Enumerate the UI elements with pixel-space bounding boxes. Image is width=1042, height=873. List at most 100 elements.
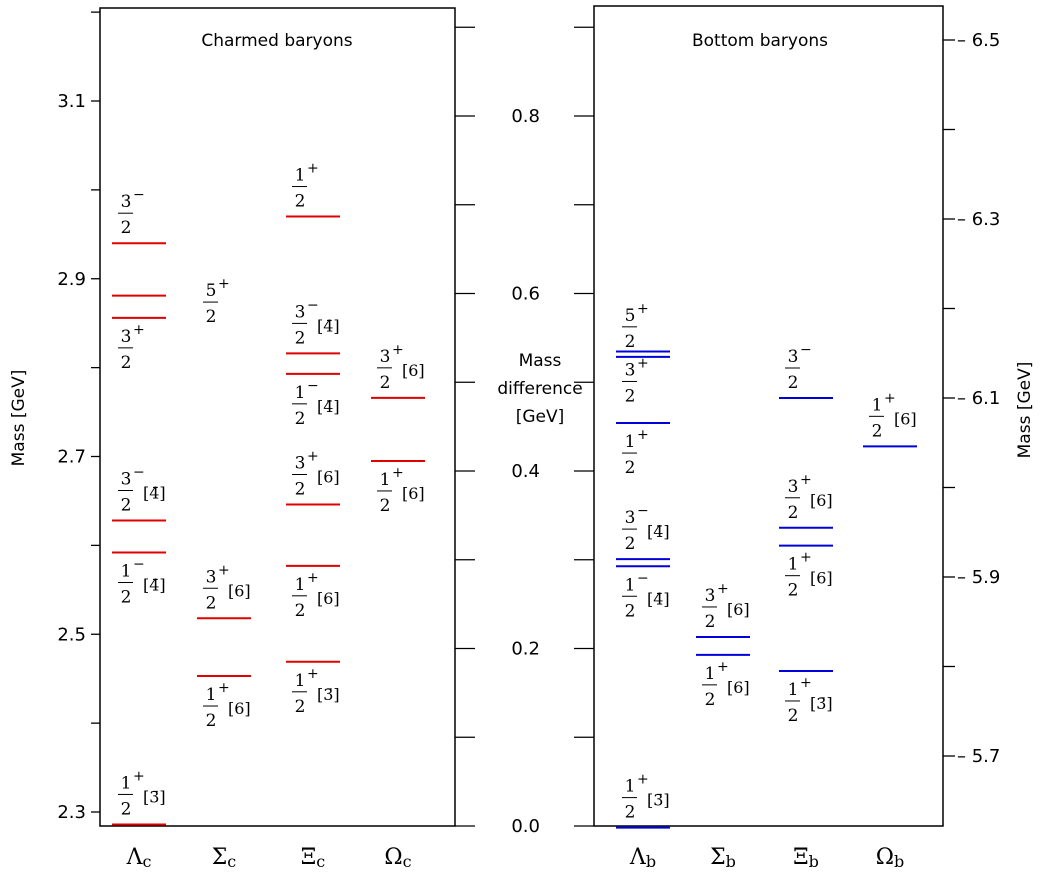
jp-parity: +: [307, 570, 319, 586]
mass-difference-axis-title-line1: Mass: [519, 351, 562, 371]
bottom-level-label: 1 +2 [6]: [869, 390, 917, 441]
jp-numerator: 1: [705, 664, 716, 684]
charmed-category-labels: Λc Σc Ξc Ωc: [126, 845, 412, 871]
flavor-representation: [6]: [894, 409, 917, 428]
jp-denominator: 2: [625, 534, 636, 554]
flavor-representation: [6]: [317, 467, 340, 486]
jp-denominator: 2: [121, 799, 132, 819]
jp-numerator: 1: [295, 383, 306, 403]
jp-numerator: 1: [121, 773, 132, 793]
jp-denominator: 2: [295, 192, 306, 212]
jp-numerator: 1: [872, 395, 883, 415]
bottom-category-label: Ωb: [876, 845, 905, 871]
jp-denominator: 2: [295, 697, 306, 717]
mass-difference-axis-title-line2: difference: [497, 379, 582, 399]
jp-parity: −: [133, 556, 145, 572]
jp-numerator: 1: [788, 680, 799, 700]
jp-parity: −: [307, 378, 319, 394]
bottom-y-tick-label: – 6.1: [957, 388, 1000, 409]
jp-denominator: 2: [625, 386, 636, 406]
flavor-representation: [4̄]: [317, 397, 340, 416]
jp-parity: +: [218, 680, 230, 696]
jp-denominator: 2: [788, 706, 799, 726]
bottom-level-label: 3 +2 [6]: [785, 472, 833, 523]
bottom-level-label: 1 +2 [6]: [785, 550, 833, 601]
bottom-right-y-axis-title: Mass [GeV]: [1015, 362, 1035, 459]
jp-numerator: 1: [206, 685, 217, 705]
jp-denominator: 2: [705, 690, 716, 710]
charmed-y-tick-label: 2.9: [57, 269, 86, 290]
charmed-y-tick-label: 2.7: [57, 447, 86, 468]
jp-parity: +: [307, 161, 319, 177]
bottom-levels: 1 +2[3̄]1 −2[4̄]3 −2[4̄]1 +25 +23 +21 +2[6]3 +2[…: [616, 301, 917, 829]
jp-parity: +: [717, 659, 729, 675]
bottom-panel-title: Bottom baryons: [692, 31, 828, 51]
jp-denominator: 2: [206, 307, 217, 327]
bottom-right-y-ticks: – 5.7 – 5.9 – 6.1 – 6.3 – 6.5: [943, 30, 1000, 767]
jp-denominator: 2: [121, 587, 132, 607]
jp-denominator: 2: [380, 373, 391, 393]
jp-numerator: 3: [121, 192, 132, 212]
jp-parity: +: [307, 448, 319, 464]
mass-difference-tick-label: 0.4: [511, 461, 540, 482]
charmed-level-label: 1 +2 [6]: [292, 570, 340, 621]
jp-parity: +: [133, 322, 145, 338]
charmed-level-label: 3 +2: [118, 322, 145, 373]
jp-denominator: 2: [625, 458, 636, 478]
charmed-level-label: 5 +2: [203, 276, 230, 327]
flavor-representation: [6]: [810, 569, 833, 588]
charmed-category-label: Λc: [126, 845, 152, 871]
jp-numerator: 3: [625, 360, 636, 380]
charmed-category-label: Σc: [212, 845, 237, 871]
jp-numerator: 1: [625, 575, 636, 595]
jp-parity: +: [717, 581, 729, 597]
jp-numerator: 1: [380, 470, 391, 490]
jp-parity: +: [392, 465, 404, 481]
charmed-level-label: 3 +2 [6]: [292, 448, 340, 499]
charmed-y-ticks: 2.3 2.5 2.7 2.9 3.1: [57, 11, 100, 823]
jp-parity: −: [307, 297, 319, 313]
jp-numerator: 1: [121, 561, 132, 581]
charmed-level-label: 3 +2 [6]: [377, 342, 425, 393]
flavor-representation: [6]: [727, 678, 750, 697]
flavor-representation: [3̄]: [143, 787, 166, 806]
mass-difference-axis-title-line3: [GeV]: [516, 407, 565, 427]
flavor-representation: [6]: [317, 589, 340, 608]
jp-denominator: 2: [788, 581, 799, 601]
jp-denominator: 2: [206, 593, 217, 613]
charmed-levels: 1 +2[3̄]1 −2[4̄]3 −2[4̄]3 +23 −21 +2[6]3 +2[6]5…: [112, 161, 425, 826]
jp-denominator: 2: [295, 479, 306, 499]
jp-numerator: 3: [121, 327, 132, 347]
flavor-representation: [6]: [402, 361, 425, 380]
jp-numerator: 1: [625, 777, 636, 797]
jp-denominator: 2: [872, 421, 883, 441]
jp-denominator: 2: [625, 332, 636, 352]
jp-parity: +: [884, 390, 896, 406]
charmed-level-label: 3 −2 [4̄]: [118, 464, 166, 515]
charmed-level-label: 1 −2 [4̄]: [292, 378, 340, 429]
jp-denominator: 2: [380, 496, 391, 516]
jp-numerator: 3: [380, 347, 391, 367]
flavor-representation: [4̄]: [647, 522, 670, 541]
flavor-representation: [4̄]: [143, 575, 166, 594]
mass-difference-tick-label: 0.8: [511, 106, 540, 127]
jp-numerator: 3: [295, 453, 306, 473]
charmed-y-tick-label: 2.5: [57, 624, 86, 645]
mass-difference-tick-label: 0.0: [511, 816, 540, 837]
bottom-y-tick-label: – 6.5: [957, 30, 1000, 51]
charmed-level-label: 1 −2 [4̄]: [118, 556, 166, 607]
bottom-level-label: 1 +2 [6]: [702, 659, 750, 710]
mass-difference-tick-label: 0.2: [511, 639, 540, 660]
jp-denominator: 2: [295, 409, 306, 429]
jp-parity: +: [637, 427, 649, 443]
charmed-plot-frame: [99, 7, 456, 827]
charmed-level-label: 1 +2: [292, 161, 319, 212]
jp-denominator: 2: [788, 373, 799, 393]
jp-parity: +: [218, 276, 230, 292]
jp-numerator: 3: [625, 508, 636, 528]
jp-parity: −: [637, 570, 649, 586]
bottom-level-label: 3 +2 [6]: [702, 581, 750, 632]
charmed-category-label: Ξc: [301, 845, 325, 871]
bottom-category-label: Σb: [710, 845, 736, 871]
